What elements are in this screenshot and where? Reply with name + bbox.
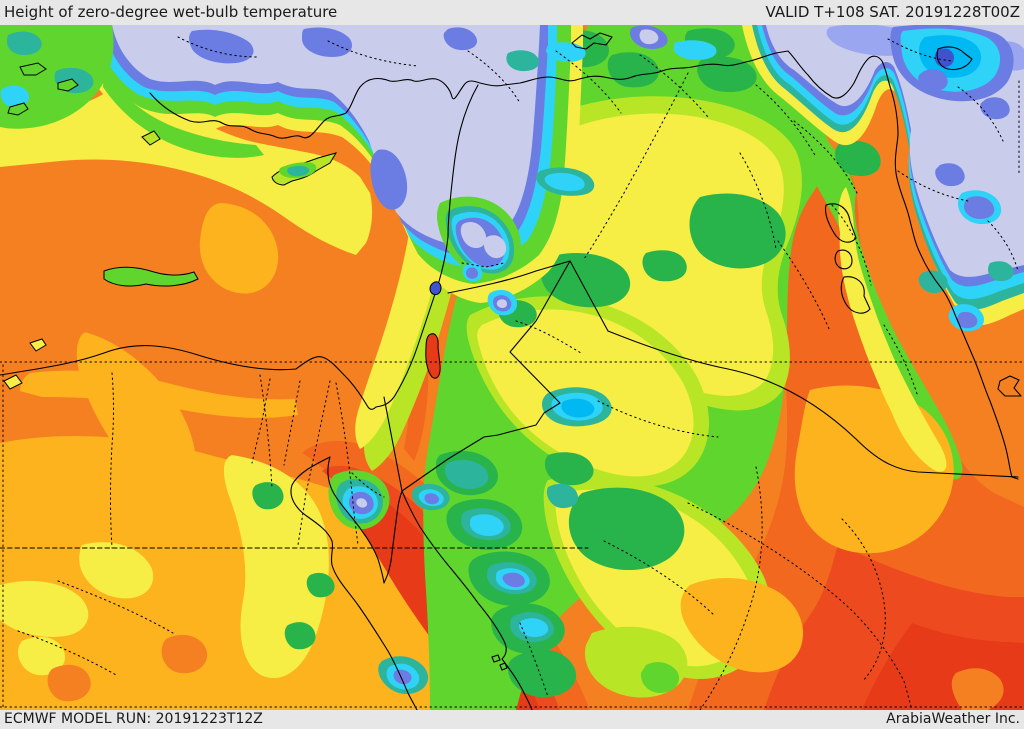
syria-iraq-border: [583, 72, 689, 260]
contour-cold-pockets: [189, 25, 1014, 695]
lake-tharthar: [824, 203, 857, 243]
islands: [3, 62, 338, 390]
graticule-admin-borders: [0, 36, 1024, 710]
iraq-saudi-border: [607, 330, 1019, 478]
footer-bar: ECMWF MODEL RUN: 20191223T12Z ArabiaWeat…: [0, 710, 1024, 729]
valid-time-label: VALID T+108 SAT. 20191228T00Z: [765, 3, 1020, 21]
header-bar: Height of zero-degree wet-bulb temperatu…: [0, 0, 1024, 25]
jordan-iraq-border: [569, 260, 609, 332]
turkey-coast-north-borders: [149, 50, 1019, 480]
lake-razzazah: [840, 276, 871, 314]
jordan-saudi-border: [401, 260, 571, 492]
provider-label: ArabiaWeather Inc.: [886, 711, 1020, 727]
levant-coast: [375, 84, 479, 408]
egypt-mediterranean-coast: [0, 345, 377, 410]
saudi-red-sea-coast: [401, 490, 533, 710]
sea-of-galilee: [429, 281, 442, 296]
rhodes-island: [141, 130, 161, 146]
sinai-coast: [327, 456, 403, 584]
coastlines-borders: [0, 32, 1022, 710]
syria-jordan-border: [447, 260, 571, 294]
lake-habbaniyah: [834, 249, 853, 270]
contour-aegean: [0, 25, 264, 158]
map-title: Height of zero-degree wet-bulb temperatu…: [4, 3, 338, 21]
lake-van-outline: [936, 46, 973, 71]
kuwait-border: [997, 375, 1022, 397]
turkish-lakes-outline: [571, 32, 613, 50]
egypt-israel-border: [383, 396, 403, 492]
weather-map: [0, 25, 1024, 710]
model-run-label: ECMWF MODEL RUN: 20191223T12Z: [4, 711, 263, 727]
crete-island: [103, 266, 199, 287]
dead-sea: [425, 333, 441, 379]
gulf-of-suez-egypt-coast: [290, 456, 418, 710]
